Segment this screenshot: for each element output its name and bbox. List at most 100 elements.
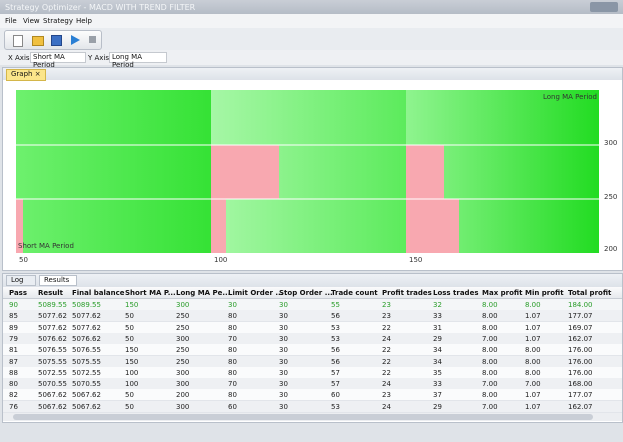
table-cell: 168.00 bbox=[568, 380, 593, 389]
table-cell: 150 bbox=[125, 357, 139, 366]
table-cell: 5076.55 bbox=[72, 346, 101, 355]
column-header[interactable]: Stop Order ... bbox=[279, 289, 333, 297]
table-cell: 162.07 bbox=[568, 402, 593, 411]
axis-selector-bar: X Axis: Short MA Period Y Axis: Long MA … bbox=[0, 50, 623, 69]
heatmap-cell bbox=[16, 90, 211, 145]
column-header[interactable]: Min profit bbox=[525, 289, 564, 297]
y-tick-label: 200 bbox=[604, 245, 617, 253]
horizontal-scrollbar[interactable] bbox=[3, 413, 622, 421]
heatmap: Long MA Period Short MA Period 50 100 150 300… bbox=[16, 90, 617, 264]
column-header[interactable]: Trade count bbox=[331, 289, 378, 297]
table-cell: 5067.62 bbox=[38, 402, 67, 411]
heatmap-cell bbox=[16, 145, 211, 199]
table-cell: 56 bbox=[331, 357, 340, 366]
scroll-thumb[interactable] bbox=[13, 414, 593, 420]
column-header[interactable]: Total profit bbox=[568, 289, 612, 297]
bottom-tab-strip: Log Results bbox=[3, 274, 622, 287]
open-button[interactable] bbox=[32, 36, 44, 46]
column-header[interactable]: Pass bbox=[9, 289, 27, 297]
table-cell: 5077.62 bbox=[72, 312, 101, 321]
column-header[interactable]: Final balance bbox=[72, 289, 125, 297]
table-cell: 176.00 bbox=[568, 357, 593, 366]
table-cell: 8.00 bbox=[482, 391, 498, 400]
table-cell: 34 bbox=[433, 346, 442, 355]
table-cell: 85 bbox=[9, 312, 18, 321]
x-tick-label: 100 bbox=[214, 256, 227, 264]
table-cell: 33 bbox=[433, 312, 442, 321]
table-cell: 23 bbox=[382, 312, 391, 321]
table-cell: 5076.62 bbox=[72, 334, 101, 343]
column-header[interactable]: Limit Order ... bbox=[228, 289, 284, 297]
run-button[interactable] bbox=[71, 35, 80, 45]
table-cell: 5077.62 bbox=[72, 323, 101, 332]
heatmap-cell bbox=[406, 145, 444, 199]
x-tick-label: 150 bbox=[409, 256, 422, 264]
table-cell: 5067.62 bbox=[72, 402, 101, 411]
window-controls[interactable] bbox=[590, 2, 618, 12]
y-tick-label: 300 bbox=[604, 139, 617, 147]
graph-tab[interactable]: Graph × bbox=[6, 69, 46, 81]
table-cell: 1.07 bbox=[525, 402, 541, 411]
bottom-tab[interactable]: Results bbox=[39, 275, 77, 286]
toolbar-group bbox=[4, 30, 102, 50]
new-button[interactable] bbox=[13, 35, 23, 47]
menu-item[interactable]: View bbox=[23, 17, 40, 25]
table-cell: 30 bbox=[279, 380, 288, 389]
table-cell: 176.00 bbox=[568, 368, 593, 377]
table-cell: 250 bbox=[176, 346, 190, 355]
table-cell: 87 bbox=[9, 357, 18, 366]
table-cell: 24 bbox=[382, 402, 391, 411]
table-header-row bbox=[3, 287, 622, 299]
table-cell: 1.07 bbox=[525, 391, 541, 400]
table-cell: 8.00 bbox=[525, 301, 541, 309]
table-cell: 8.00 bbox=[525, 346, 541, 355]
table-cell: 5070.55 bbox=[38, 380, 67, 389]
table-cell: 23 bbox=[382, 301, 391, 309]
column-header[interactable]: Short MA P... bbox=[125, 289, 176, 297]
heatmap-cell bbox=[211, 199, 406, 253]
column-header[interactable]: Loss trades bbox=[433, 289, 479, 297]
table-cell: 30 bbox=[279, 368, 288, 377]
column-header[interactable]: Long MA Pe... bbox=[176, 289, 231, 297]
table-cell: 55 bbox=[331, 301, 340, 309]
table-cell: 5089.55 bbox=[38, 301, 67, 309]
table-cell: 30 bbox=[279, 301, 288, 309]
table-cell: 5075.55 bbox=[38, 357, 67, 366]
y-axis-value: Long MA Period bbox=[112, 53, 142, 69]
graph-tab-strip: Graph × bbox=[3, 68, 622, 81]
table-cell: 53 bbox=[331, 334, 340, 343]
menu-item[interactable]: Strategy bbox=[43, 17, 73, 25]
save-button[interactable] bbox=[51, 35, 62, 46]
table-cell: 300 bbox=[176, 334, 190, 343]
table-cell: 34 bbox=[433, 357, 442, 366]
x-axis-title: Short MA Period bbox=[18, 242, 74, 250]
table-cell: 100 bbox=[125, 380, 139, 389]
table-cell: 50 bbox=[125, 312, 134, 321]
table-cell: 30 bbox=[279, 312, 288, 321]
table-cell: 150 bbox=[125, 346, 139, 355]
y-axis-select[interactable]: Long MA Period bbox=[109, 52, 167, 69]
table-cell: 22 bbox=[382, 323, 391, 332]
table-cell: 1.07 bbox=[525, 323, 541, 332]
menu-bar: File View Strategy Help bbox=[0, 14, 623, 28]
title-bar: Strategy Optimizer - MACD WITH TREND FIL… bbox=[0, 0, 623, 14]
table-cell: 5075.55 bbox=[72, 357, 101, 366]
table-cell: 5072.55 bbox=[38, 368, 67, 377]
table-cell: 24 bbox=[382, 380, 391, 389]
column-header[interactable]: Max profit bbox=[482, 289, 523, 297]
table-row[interactable] bbox=[3, 400, 622, 413]
column-header[interactable]: Profit trades bbox=[382, 289, 432, 297]
table-cell: 150 bbox=[125, 301, 139, 309]
table-cell: 30 bbox=[279, 334, 288, 343]
table-cell: 8.00 bbox=[482, 312, 498, 321]
stop-button[interactable] bbox=[89, 36, 96, 43]
column-header[interactable]: Result bbox=[38, 289, 64, 297]
menu-item[interactable]: Help bbox=[76, 17, 92, 25]
bottom-tab[interactable]: Log bbox=[6, 275, 36, 286]
menu-item[interactable]: File bbox=[5, 17, 17, 25]
x-axis-select[interactable]: Short MA Period bbox=[30, 52, 86, 69]
table-cell: 7.00 bbox=[525, 380, 541, 389]
heatmap-cell bbox=[211, 145, 279, 199]
table-cell: 32 bbox=[433, 301, 442, 309]
table-cell: 24 bbox=[382, 334, 391, 343]
